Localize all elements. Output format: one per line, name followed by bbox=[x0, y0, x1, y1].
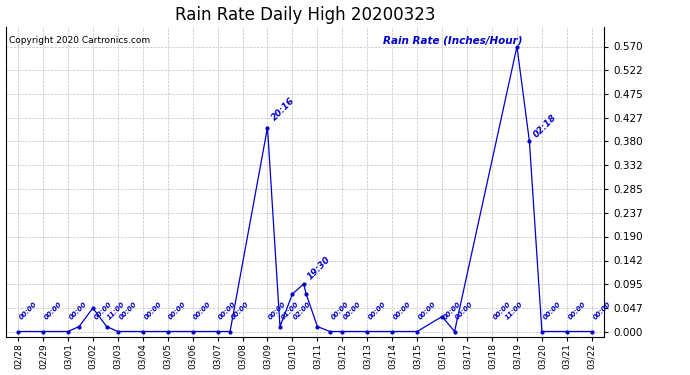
Text: 00:00: 00:00 bbox=[217, 300, 237, 321]
Text: 00:00: 00:00 bbox=[342, 300, 362, 321]
Text: 02:00: 02:00 bbox=[293, 300, 313, 321]
Text: Rain Rate (Inches/Hour): Rain Rate (Inches/Hour) bbox=[383, 36, 522, 46]
Text: 00:00: 00:00 bbox=[118, 300, 138, 321]
Text: 00:00: 00:00 bbox=[455, 300, 475, 321]
Text: 00:00: 00:00 bbox=[592, 300, 612, 321]
Text: 00:00: 00:00 bbox=[367, 300, 387, 321]
Text: Copyright 2020 Cartronics.com: Copyright 2020 Cartronics.com bbox=[8, 36, 150, 45]
Text: 00:00: 00:00 bbox=[330, 300, 350, 321]
Text: 00:00: 00:00 bbox=[168, 300, 188, 321]
Text: 00:00: 00:00 bbox=[68, 300, 88, 321]
Title: Rain Rate Daily High 20200323: Rain Rate Daily High 20200323 bbox=[175, 6, 435, 24]
Text: 00:00: 00:00 bbox=[542, 300, 562, 321]
Text: 11:00: 11:00 bbox=[504, 300, 524, 321]
Text: 11:00: 11:00 bbox=[106, 300, 126, 321]
Text: 00:00: 00:00 bbox=[268, 300, 288, 321]
Text: 00:00: 00:00 bbox=[193, 300, 213, 321]
Text: 20:16: 20:16 bbox=[270, 96, 297, 123]
Text: 00:00: 00:00 bbox=[417, 300, 437, 321]
Text: 19:30: 19:30 bbox=[306, 255, 333, 282]
Text: 00:00: 00:00 bbox=[143, 300, 163, 321]
Text: 00:00: 00:00 bbox=[567, 300, 586, 321]
Text: 00:00: 00:00 bbox=[230, 300, 250, 321]
Text: 00:00: 00:00 bbox=[442, 300, 462, 321]
Text: 00:00: 00:00 bbox=[492, 300, 512, 321]
Text: 00:00: 00:00 bbox=[392, 300, 412, 321]
Text: 02:18: 02:18 bbox=[532, 112, 558, 139]
Text: 00:00: 00:00 bbox=[18, 300, 38, 321]
Text: 01:00: 01:00 bbox=[280, 300, 300, 321]
Text: 00:00: 00:00 bbox=[43, 300, 63, 321]
Text: 00:00: 00:00 bbox=[93, 300, 113, 321]
